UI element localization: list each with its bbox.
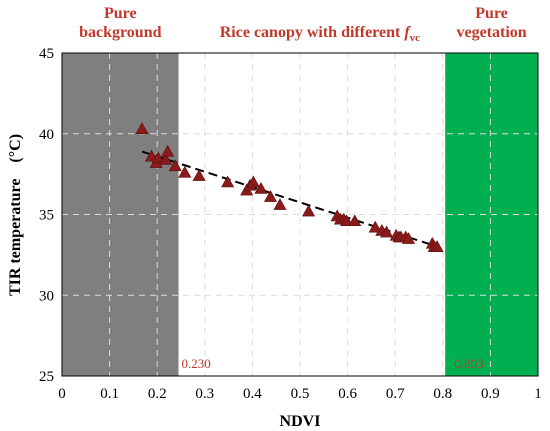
region-label-vegetation-line1: Pure — [475, 5, 508, 22]
data-points — [135, 122, 444, 252]
y-tick-label: 35 — [39, 208, 54, 224]
data-point — [151, 151, 165, 164]
data-point — [135, 122, 149, 135]
data-point — [368, 220, 382, 233]
region-label-background-line2: background — [79, 24, 162, 41]
data-point — [380, 225, 394, 238]
data-point — [246, 175, 260, 188]
region-label-vegetation-line2: vegetation — [456, 24, 526, 41]
fvc-symbol: f — [404, 24, 411, 41]
data-point — [254, 182, 268, 194]
data-point — [161, 144, 175, 157]
x-tick-label: 0.9 — [481, 386, 500, 402]
x-axis-title: NDVI — [280, 413, 321, 430]
annotations: Pure background Rice canopy with different… — [79, 5, 527, 371]
x-tick-label: 0.1 — [100, 386, 119, 402]
x-tick-label: 0.3 — [195, 386, 214, 402]
data-point — [348, 214, 362, 227]
data-point — [302, 204, 316, 217]
y-tick-label: 30 — [39, 288, 54, 304]
region-label-background-line1: Pure — [104, 5, 137, 22]
data-point — [168, 159, 182, 172]
y-axis-title: TIR temperature (°C) — [7, 134, 24, 296]
data-point — [178, 165, 192, 178]
y-tick-label: 25 — [39, 369, 54, 385]
plot-frame — [61, 52, 539, 377]
tick-labels: 0 0.1 0.2 0.3 0.4 0.5 0.6 0.7 0.8 0.9 1 25 30 35 40 45 — [39, 46, 542, 402]
x-tick-label: 0.6 — [338, 386, 357, 402]
data-point — [402, 232, 416, 244]
fvc-subscript: vc — [410, 32, 421, 44]
threshold-label: 0.803 — [454, 356, 483, 371]
data-point — [159, 152, 173, 165]
data-point — [273, 198, 287, 210]
x-tick-label: 0 — [58, 386, 66, 402]
data-point — [221, 175, 235, 188]
data-point — [263, 190, 277, 202]
y-tick-label: 40 — [39, 127, 54, 143]
plot-border — [61, 52, 539, 377]
x-tick-label: 0.4 — [243, 386, 262, 402]
x-tick-label: 0.2 — [148, 386, 167, 402]
x-tick-label: 1 — [534, 386, 542, 402]
data-point — [192, 169, 206, 181]
x-tick-label: 0.7 — [386, 386, 405, 402]
x-tick-label: 0.8 — [433, 386, 452, 402]
data-point — [430, 240, 444, 252]
x-tick-label: 0.5 — [291, 386, 310, 402]
threshold-label: 0.230 — [181, 356, 210, 371]
region-label-canopy: Rice canopy with different fvc — [220, 24, 420, 44]
data-point — [340, 214, 354, 227]
y-tick-label: 45 — [39, 46, 54, 62]
